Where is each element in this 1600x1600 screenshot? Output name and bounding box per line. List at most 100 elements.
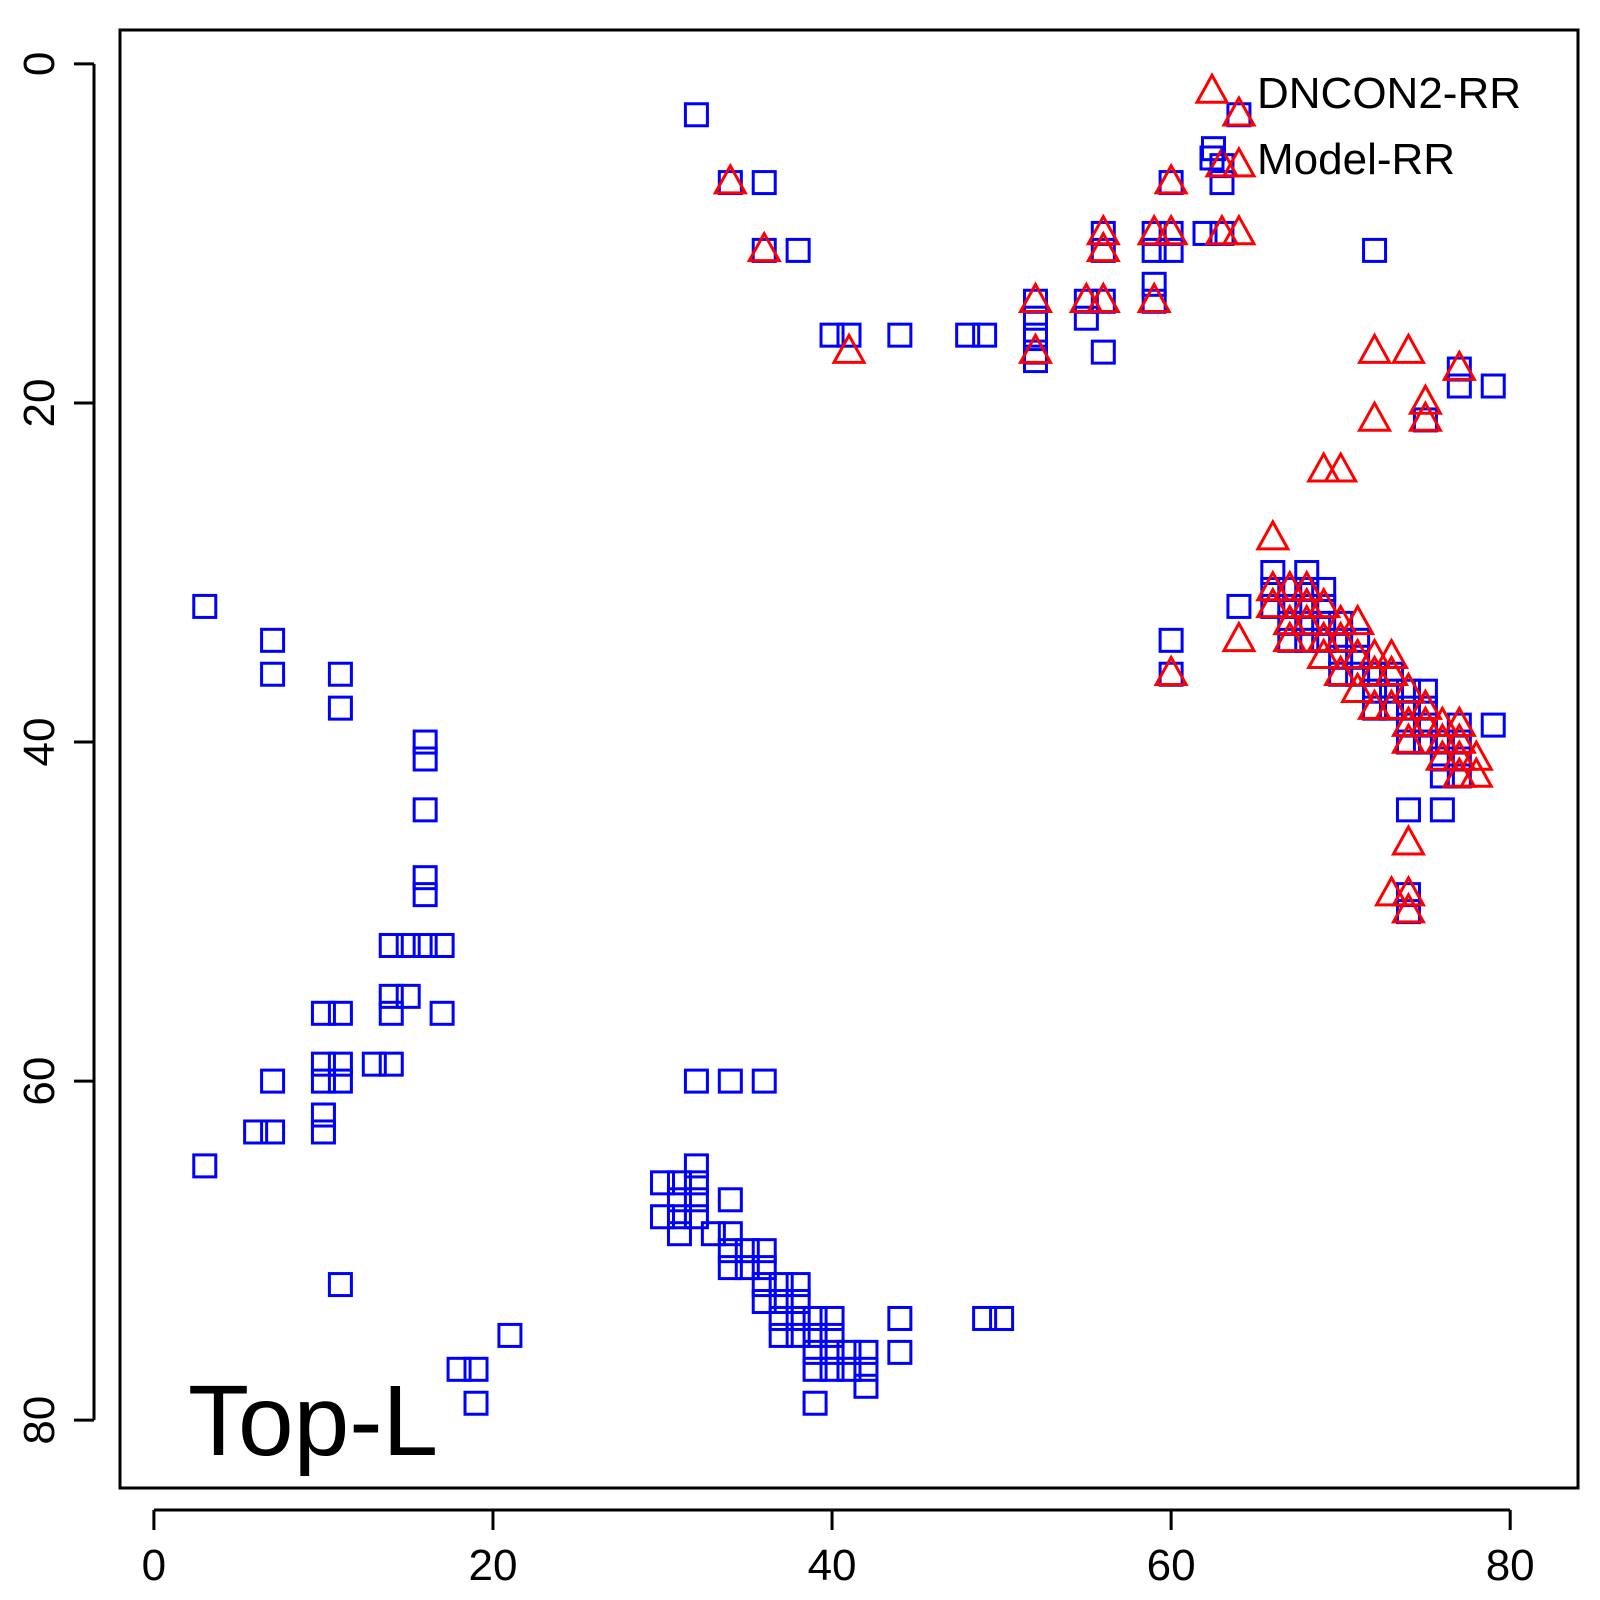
x-tick-label: 60 [1147, 1541, 1196, 1590]
y-tick-label: 80 [15, 1396, 64, 1445]
model-rr-point [717, 1255, 743, 1281]
model-rr-point [751, 1238, 777, 1264]
y-tick-label: 60 [15, 1057, 64, 1106]
dncon2-rr-point [831, 332, 867, 364]
model-rr-point [327, 1272, 353, 1298]
model-rr-point [446, 1356, 472, 1382]
dncon2-rr-point [1407, 688, 1443, 720]
dncon2-rr-point [1221, 145, 1257, 178]
model-rr-point [1395, 797, 1421, 823]
model-rr-point [717, 1221, 743, 1247]
model-rr-point [1022, 305, 1048, 331]
model-rr-point [734, 1255, 760, 1281]
model-rr-point [819, 1356, 845, 1382]
model-rr-point [700, 1221, 726, 1247]
dncon2-rr-point [1441, 349, 1477, 381]
model-rr-point [1158, 627, 1184, 653]
model-rr-point [260, 1068, 286, 1094]
model-rr-point [768, 1272, 794, 1298]
dncon2-rr-point [1323, 654, 1359, 686]
model-rr-point [666, 1170, 692, 1196]
dncon2-rr-point [1357, 637, 1393, 670]
dncon2-rr-point [1136, 281, 1172, 314]
dncon2-rr-point [1272, 620, 1308, 653]
model-rr-point [412, 746, 438, 772]
dncon2-rr-point [1458, 756, 1494, 788]
dncon2-rr-point [1255, 518, 1291, 551]
x-tick-label: 40 [808, 1541, 857, 1590]
model-rr-point [192, 1153, 218, 1179]
model-rr-point [819, 1305, 845, 1331]
model-rr-point [768, 1305, 794, 1331]
model-rr-point [819, 322, 845, 348]
dncon2-rr-point [1221, 213, 1257, 246]
legend: DNCON2-RR Model-RR [1194, 69, 1521, 184]
dncon2-rr-point [712, 162, 748, 195]
dncon2-rr-point [1272, 569, 1308, 602]
dncon2-rr-point [1323, 620, 1359, 653]
model-rr-point [260, 661, 286, 687]
model-rr-point [802, 1390, 828, 1416]
dncon2-rr-point [1221, 94, 1257, 127]
model-rr-point [887, 1339, 913, 1365]
x-tick-label: 20 [469, 1541, 518, 1590]
model-rr-point [192, 593, 218, 619]
model-rr-point [819, 1339, 845, 1365]
model-rr-point [1480, 712, 1506, 738]
model-rr-point [836, 1356, 862, 1382]
y-tick-label: 40 [15, 718, 64, 767]
model-rr-point [683, 1068, 709, 1094]
dncon2-rr-point [1085, 213, 1121, 246]
model-rr-point [802, 1305, 828, 1331]
model-rr-point [1362, 237, 1388, 263]
model-rr-point [751, 170, 777, 196]
model-rr-point [650, 1204, 676, 1230]
model-rr-point [802, 1356, 828, 1382]
model-rr-point [650, 1170, 676, 1196]
model-rr-point [768, 1322, 794, 1348]
model-rr-point [683, 1204, 709, 1230]
model-rr-point [972, 1305, 998, 1331]
dncon2-rr-point [1357, 654, 1393, 686]
model-rr-point [887, 322, 913, 348]
model-rr-point [429, 1000, 455, 1026]
model-rr-point [836, 322, 862, 348]
model-rr-point [1090, 339, 1116, 365]
model-rr-point [819, 1322, 845, 1348]
dncon2-rr-point [1390, 823, 1427, 856]
dncon2-rr-point [1289, 603, 1325, 636]
model-rr-point [785, 237, 811, 263]
model-rr-point [989, 1305, 1015, 1331]
dncon2-rr-point [1272, 603, 1308, 636]
model-rr-point [666, 1204, 692, 1230]
model-rr-point [1260, 560, 1286, 586]
x-tick-label: 80 [1486, 1541, 1535, 1590]
dncon2-rr-point [1373, 637, 1410, 670]
model-rr-point [683, 1187, 709, 1213]
dncon2-rr-point [1017, 281, 1054, 314]
dncon2-rr-point [1390, 722, 1427, 754]
dncon2-rr-point [1407, 400, 1443, 432]
model-rr-point [717, 1187, 743, 1213]
model-rr-point [836, 1339, 862, 1365]
dncon2-rr-point [1340, 671, 1376, 703]
model-rr-point [1073, 305, 1099, 331]
dncon2-rr-point [1306, 620, 1342, 653]
x-tick-label: 0 [142, 1541, 166, 1590]
model-rr-point [327, 661, 353, 687]
model-rr-point [429, 932, 455, 958]
dncon2-rr-point [1068, 281, 1104, 314]
model-rr-point [1429, 797, 1455, 823]
dncon2-rr-point [1255, 586, 1291, 619]
model-rr-point [751, 1272, 777, 1298]
model-rr-point [683, 102, 709, 128]
dncon2-rr-point [1306, 586, 1342, 619]
dncon2-rr-point [1153, 654, 1189, 686]
model-rr-point [327, 1068, 353, 1094]
model-rr-point [395, 983, 421, 1009]
model-rr-point [785, 1289, 811, 1315]
dncon2-rr-point [1441, 705, 1477, 737]
dncon2-rr-point [1458, 739, 1494, 771]
model-rr-point [327, 695, 353, 721]
